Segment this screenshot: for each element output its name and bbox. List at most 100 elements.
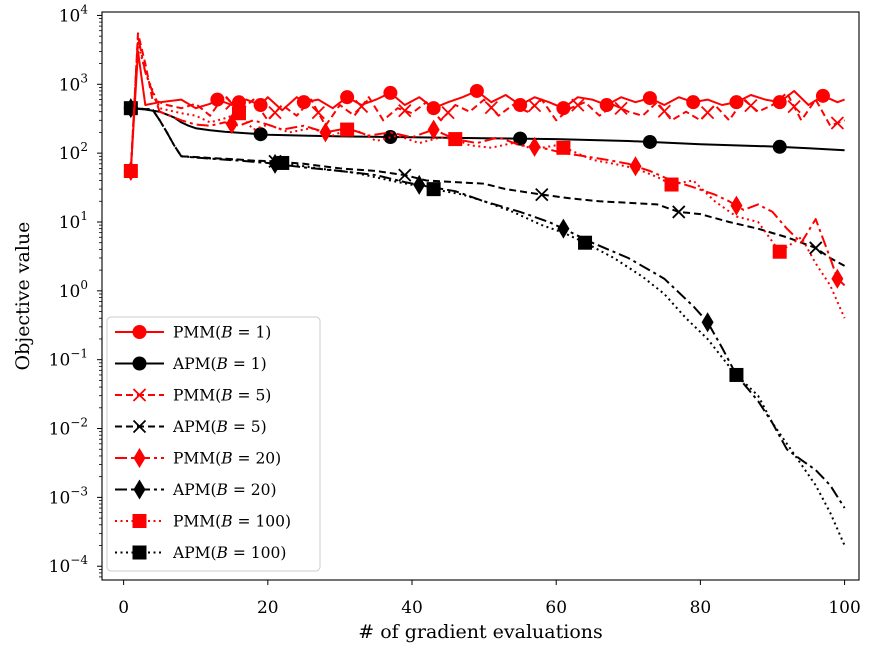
y-tick-label: 103	[59, 71, 88, 95]
legend-entry: PMM(B = 20)	[115, 448, 281, 468]
data-point-marker	[629, 156, 642, 177]
data-point-marker	[729, 367, 744, 382]
data-point-marker	[772, 139, 787, 154]
data-point-marker	[701, 312, 714, 333]
data-point-marker	[557, 218, 570, 239]
legend-label: APM(B = 20)	[172, 481, 277, 499]
data-point-marker	[311, 106, 325, 120]
legend-entry: APM(B = 20)	[115, 479, 277, 500]
legend-marker	[132, 356, 147, 371]
plot-frame	[101, 11, 860, 581]
series-pmm-b-20	[124, 35, 846, 289]
legend-marker	[132, 514, 147, 528]
data-point-marker	[830, 116, 845, 130]
series-pmm-b-5	[124, 32, 845, 178]
y-tick-label: 100	[59, 278, 88, 302]
data-point-marker	[296, 95, 311, 110]
legend-marker	[132, 325, 147, 339]
y-tick-label: 104	[59, 2, 89, 26]
data-point-marker	[772, 244, 787, 259]
data-point-marker	[664, 177, 679, 192]
data-point-marker	[340, 90, 355, 105]
legend-label: PMM(B = 5)	[173, 387, 271, 405]
legend-label: PMM(B = 20)	[173, 450, 281, 468]
data-point-marker	[426, 101, 441, 116]
series-pmm-b-1	[123, 50, 845, 179]
data-point-marker	[225, 114, 238, 135]
data-point-marker	[441, 106, 455, 120]
series-line	[130, 107, 846, 546]
data-point-marker	[642, 134, 657, 149]
legend: PMM(B = 1) APM(B = 1) PMM(B = 5) APM(B = 5)…	[106, 316, 321, 572]
data-point-marker	[383, 130, 398, 145]
y-tick-label: 10−3	[49, 484, 88, 508]
data-point-marker	[729, 95, 744, 110]
data-point-marker	[527, 98, 542, 113]
data-point-marker	[772, 95, 787, 110]
data-point-marker	[657, 104, 671, 118]
y-tick-label: 102	[59, 140, 88, 164]
data-point-marker	[484, 100, 498, 115]
data-point-marker	[427, 119, 440, 140]
data-point-marker	[831, 268, 844, 289]
data-point-marker	[383, 85, 398, 100]
series-line	[129, 35, 846, 287]
legend-box	[106, 316, 321, 572]
data-point-marker	[231, 95, 246, 110]
data-point-marker	[599, 98, 614, 113]
x-axis-label: # of gradient evaluations	[358, 621, 603, 643]
data-point-marker	[398, 104, 412, 118]
data-point-marker	[535, 187, 549, 202]
legend-entry: PMM(B = 5)	[115, 387, 271, 405]
y-tick-label: 10−4	[49, 553, 89, 577]
data-point-marker	[340, 122, 355, 137]
data-point-marker	[253, 127, 268, 142]
data-point-marker	[398, 168, 412, 182]
data-point-marker	[448, 132, 463, 147]
y-tick-label: 10−1	[49, 347, 88, 371]
data-point-marker	[426, 182, 441, 197]
legend-label: PMM(B = 1)	[173, 324, 271, 342]
data-point-marker	[700, 106, 715, 120]
x-tick-label: 0	[118, 598, 129, 618]
data-point-marker	[253, 98, 268, 113]
data-point-marker	[469, 83, 484, 98]
legend-label: APM(B = 5)	[172, 418, 267, 436]
data-point-marker	[686, 95, 701, 110]
data-point-marker	[556, 101, 571, 116]
y-axis-label: Objective value	[12, 222, 34, 371]
x-tick-label: 100	[828, 598, 860, 618]
data-point-marker	[528, 136, 541, 157]
data-point-marker	[513, 98, 528, 113]
legend-label: APM(B = 100)	[172, 544, 286, 562]
series-layer	[123, 32, 846, 546]
legend-entry: APM(B = 1)	[115, 355, 267, 373]
data-point-marker	[809, 241, 823, 255]
data-point-marker	[614, 101, 628, 115]
data-point-marker	[210, 92, 225, 107]
legend-marker	[132, 388, 147, 402]
data-point-marker	[672, 205, 686, 219]
legend-label: PMM(B = 100)	[173, 513, 291, 531]
series-pmm-b-100	[123, 41, 846, 319]
x-tick-label: 60	[545, 598, 567, 618]
series-line	[130, 107, 846, 267]
data-point-marker	[319, 122, 332, 143]
legend-marker	[133, 448, 146, 468]
data-point-marker	[578, 235, 593, 250]
legend-marker	[132, 419, 147, 434]
data-point-marker	[642, 91, 657, 106]
data-point-marker	[815, 88, 830, 103]
series-line	[129, 41, 846, 319]
data-point-marker	[268, 154, 282, 168]
legend-entry: PMM(B = 100)	[115, 513, 291, 531]
data-point-marker	[787, 99, 801, 114]
legend-marker	[132, 545, 147, 560]
series-line	[129, 32, 845, 172]
data-point-marker	[730, 195, 743, 216]
data-point-marker	[123, 164, 138, 179]
legend-entry: APM(B = 100)	[115, 544, 286, 562]
data-point-marker	[744, 98, 758, 113]
legend-entry: PMM(B = 1)	[115, 324, 271, 342]
